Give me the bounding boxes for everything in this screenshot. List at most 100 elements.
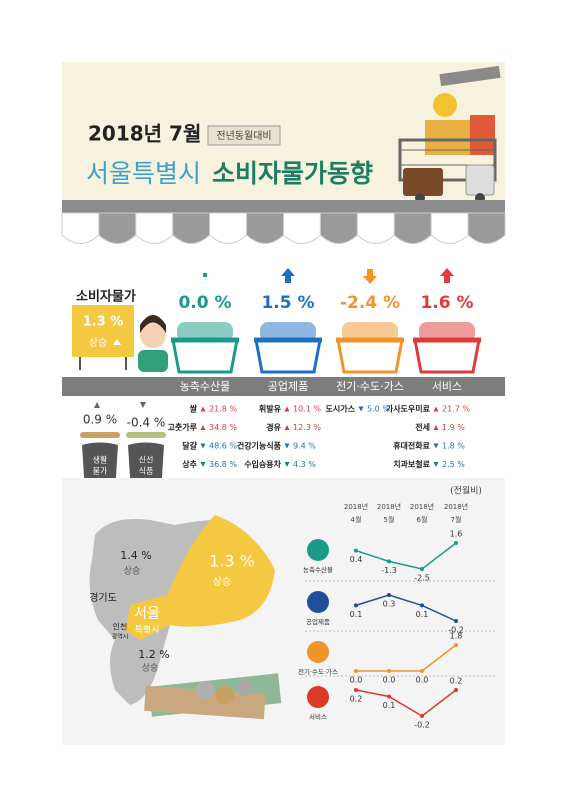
index-label: 생활 (93, 455, 108, 465)
down-arrow (433, 462, 439, 467)
point-label: 0.1 (350, 610, 363, 619)
row-icon (307, 686, 329, 708)
money (144, 673, 282, 720)
item-value: 21.7 % (442, 405, 470, 414)
index-value: 0.9 % (83, 413, 117, 427)
item-value: 12.3 % (293, 423, 321, 432)
point-label: 0.2 (450, 677, 463, 686)
row-icon (307, 539, 329, 561)
group-change: 0.0 % (178, 293, 231, 313)
series-point (387, 593, 391, 597)
basket-goods (260, 322, 316, 342)
category-bar (62, 377, 505, 396)
month-label: 7월 (451, 515, 462, 524)
group-change: 1.6 % (420, 293, 473, 313)
cart-illustration (398, 65, 501, 203)
series-point (420, 603, 424, 608)
item-name: 치과보철료 (393, 459, 430, 469)
point-label: -1.3 (381, 566, 397, 575)
item-value: 21.8 % (209, 405, 237, 414)
seoul-name: 서울 (134, 606, 160, 622)
item-value: 10.1 % (293, 405, 321, 414)
index-value: -0.4 % (127, 416, 166, 430)
awning-top (62, 200, 505, 213)
month-label: 2018년 (344, 502, 368, 511)
series-line (356, 644, 457, 672)
month-label: 5월 (384, 515, 395, 524)
region: 서울특별시 (86, 159, 201, 188)
point-label: 0.0 (350, 676, 363, 685)
basket (254, 338, 322, 374)
awning-stripe (430, 212, 469, 244)
incheon-name: 인천 (113, 622, 128, 632)
group-name: 공업제품 (268, 380, 308, 393)
series-point (420, 714, 424, 718)
item-value: 4.3 % (293, 460, 316, 469)
up-arrow (433, 406, 439, 412)
series-line (355, 689, 457, 717)
index-label: 신선 (139, 456, 154, 465)
incheon-status: 상승 (142, 663, 159, 674)
item-value: 34.8 % (209, 423, 237, 432)
up-arrow (284, 425, 290, 430)
series-point (454, 688, 458, 692)
cpi-status: 상승 (89, 337, 107, 349)
item-value: 48.6 % (209, 442, 237, 451)
item-name: 고춧가루 (168, 422, 198, 432)
series-point (454, 541, 458, 545)
up-arrow (113, 339, 121, 345)
item-value: 36.8 % (209, 460, 237, 469)
series-point (454, 619, 458, 623)
down-arrow (200, 443, 206, 449)
date: 2018년 7월 (88, 122, 201, 146)
cpi-board (72, 305, 134, 357)
series-point (387, 559, 391, 564)
awning-stripe (393, 212, 432, 244)
point-label: 0.0 (383, 676, 396, 685)
row-icon (307, 641, 329, 663)
awning-stripe (319, 212, 358, 244)
gyeonggi-name: 경기도 (89, 591, 117, 604)
item-name: 달걀 (182, 441, 197, 451)
awning-stripe (356, 212, 395, 244)
flat-marker (203, 273, 207, 277)
up-arrow (281, 268, 295, 283)
month-label: 2018년 (444, 502, 468, 511)
series-name: 공업제품 (306, 618, 330, 626)
up-arrow (200, 425, 206, 430)
point-label: 0.4 (350, 555, 363, 564)
down-arrow (433, 443, 439, 449)
up-arrow (433, 425, 439, 430)
item-value: 9.4 % (293, 442, 316, 451)
up-arrow (284, 406, 290, 412)
awning-stripe (246, 212, 284, 244)
series-point (354, 548, 358, 553)
down-arrow (200, 462, 206, 467)
scale-pan (126, 432, 166, 438)
series-point (354, 669, 358, 673)
awning (61, 212, 506, 244)
basket (336, 338, 404, 374)
down-arrow (140, 402, 146, 408)
point-label: 0.1 (383, 701, 396, 710)
badge-box (207, 125, 281, 146)
item-name: 휴대전화료 (393, 441, 430, 451)
basket-goods (177, 322, 233, 342)
point-label: 0.1 (416, 610, 429, 619)
incheon-value: 1.2 % (138, 648, 169, 661)
seoul-name: 특별시 (135, 625, 160, 636)
item-name: 쌀 (190, 404, 198, 414)
item-value: 5.0 % (367, 405, 390, 414)
point-label: 1.8 (450, 632, 463, 641)
row-icon (307, 591, 329, 613)
awning-stripe (61, 212, 100, 244)
item-name: 수입승용차 (244, 459, 281, 469)
title: 소비자물가동향 (212, 159, 373, 188)
item-name: 가사도우미료 (386, 404, 431, 414)
item-value: 1.8 % (442, 442, 465, 451)
awning-stripe (172, 212, 211, 244)
series-point (354, 688, 358, 692)
down-arrow (284, 443, 290, 449)
